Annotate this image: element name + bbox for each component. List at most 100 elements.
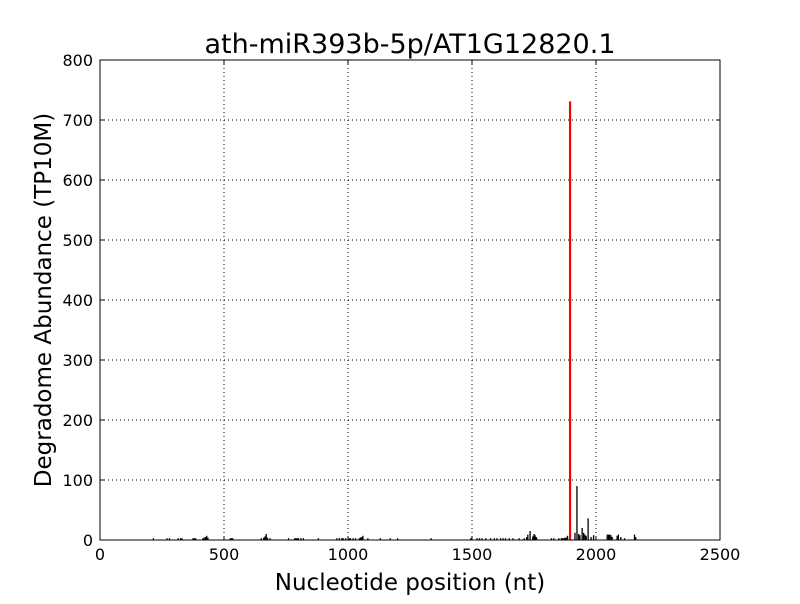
data-bar bbox=[529, 531, 531, 540]
data-bar bbox=[269, 538, 271, 540]
data-bar bbox=[266, 537, 269, 540]
data-bar bbox=[476, 538, 478, 540]
y-tick-label: 400 bbox=[62, 291, 93, 310]
x-tick-label: 500 bbox=[209, 545, 240, 564]
y-tick-label: 300 bbox=[62, 351, 93, 370]
data-bar bbox=[606, 534, 608, 540]
data-bar bbox=[481, 538, 483, 540]
y-axis-label: Degradome Abundance (TP10M) bbox=[31, 113, 57, 487]
data-bar bbox=[206, 535, 208, 540]
data-bar bbox=[532, 536, 534, 540]
x-tick-label: 1000 bbox=[328, 545, 369, 564]
data-bar bbox=[342, 538, 344, 540]
data-bar bbox=[534, 535, 536, 540]
data-bar bbox=[590, 537, 592, 540]
y-tick-label: 600 bbox=[62, 171, 93, 190]
data-bar bbox=[493, 538, 496, 540]
data-bar bbox=[584, 534, 586, 540]
data-bar bbox=[583, 532, 585, 540]
data-bar bbox=[302, 538, 305, 540]
data-bar bbox=[207, 537, 209, 540]
data-bar bbox=[527, 534, 529, 540]
data-bar bbox=[550, 538, 553, 540]
data-bar bbox=[533, 534, 535, 540]
data-bar bbox=[496, 538, 498, 540]
data-bar bbox=[592, 535, 595, 540]
data-bar bbox=[295, 538, 297, 540]
data-bar bbox=[352, 538, 354, 540]
data-bar bbox=[587, 518, 589, 540]
y-tick-label: 0 bbox=[83, 531, 93, 550]
data-bar bbox=[389, 538, 391, 540]
data-bar bbox=[349, 538, 352, 540]
data-bar bbox=[576, 486, 578, 540]
data-bar bbox=[553, 538, 555, 540]
data-bar bbox=[430, 538, 432, 540]
data-bar bbox=[338, 538, 341, 540]
data-bar bbox=[499, 538, 502, 540]
data-bar bbox=[478, 538, 481, 540]
data-bar bbox=[574, 532, 576, 540]
data-bar bbox=[152, 538, 155, 540]
data-bar bbox=[397, 538, 399, 540]
y-tick-label: 700 bbox=[62, 111, 93, 130]
highlight-bar bbox=[568, 101, 572, 541]
data-bar bbox=[633, 534, 636, 540]
data-bar bbox=[194, 538, 197, 540]
data-bar bbox=[354, 538, 357, 540]
data-bar bbox=[362, 535, 364, 540]
data-bar bbox=[535, 537, 538, 540]
data-bar bbox=[578, 534, 580, 540]
data-bar bbox=[180, 538, 182, 540]
data-bar bbox=[232, 538, 234, 540]
data-bar bbox=[565, 537, 567, 540]
data-bar bbox=[561, 538, 564, 540]
chart-title: ath-miR393b-5p/AT1G12820.1 bbox=[205, 29, 616, 60]
data-bar bbox=[260, 538, 262, 540]
data-bar bbox=[181, 538, 183, 540]
data-bar bbox=[192, 538, 194, 540]
y-tick-label: 800 bbox=[62, 51, 93, 70]
data-bar bbox=[609, 534, 611, 540]
x-tick-label: 1500 bbox=[452, 545, 493, 564]
data-bar bbox=[348, 538, 350, 540]
data-bar bbox=[341, 538, 343, 540]
data-bar bbox=[336, 538, 338, 540]
data-bar bbox=[263, 537, 265, 540]
data-bar bbox=[611, 537, 613, 540]
data-bar bbox=[617, 534, 620, 540]
data-bar bbox=[294, 538, 296, 540]
data-bar bbox=[202, 538, 204, 540]
data-bar bbox=[359, 537, 362, 540]
data-bar bbox=[296, 538, 298, 540]
y-tick-label: 100 bbox=[62, 471, 93, 490]
data-bar bbox=[168, 538, 171, 540]
data-bar bbox=[502, 538, 504, 540]
data-bar bbox=[287, 538, 290, 540]
data-bar bbox=[616, 535, 618, 540]
data-bar bbox=[367, 538, 369, 540]
data-bar bbox=[470, 538, 472, 540]
data-bar bbox=[508, 538, 510, 540]
data-bar bbox=[358, 538, 360, 540]
data-bar bbox=[229, 538, 231, 540]
data-bar bbox=[581, 528, 583, 540]
plot-frame bbox=[99, 59, 721, 541]
data-bar bbox=[203, 537, 205, 540]
data-bar bbox=[518, 538, 520, 540]
x-axis-label: Nucleotide position (nt) bbox=[275, 570, 545, 596]
data-bar bbox=[297, 538, 300, 540]
y-tick-label: 200 bbox=[62, 411, 93, 430]
data-bar bbox=[361, 537, 363, 540]
data-bar bbox=[635, 537, 637, 540]
data-bar bbox=[177, 538, 179, 540]
data-bar bbox=[563, 538, 565, 540]
data-bar bbox=[193, 538, 195, 540]
data-bar bbox=[204, 537, 207, 540]
data-bar bbox=[166, 538, 168, 540]
data-bar bbox=[512, 538, 514, 540]
data-bar bbox=[607, 534, 610, 540]
data-bar bbox=[623, 538, 626, 540]
data-bar bbox=[264, 536, 266, 540]
